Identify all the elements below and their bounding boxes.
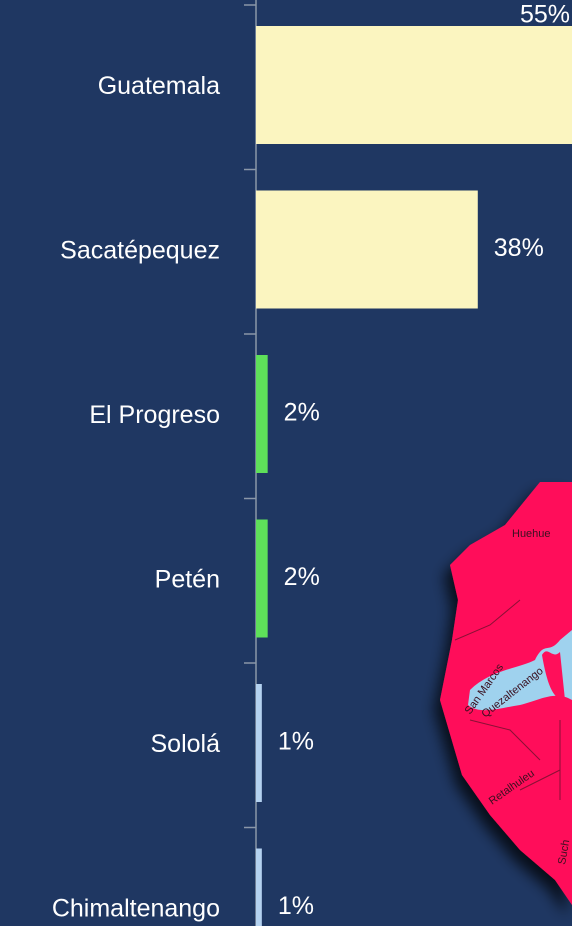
bar — [256, 519, 268, 638]
bar — [256, 190, 478, 309]
value-label: 1% — [278, 892, 314, 920]
category-label: El Progreso — [89, 401, 220, 429]
category-label: Guatemala — [98, 72, 220, 100]
bar — [256, 848, 262, 926]
value-label: 38% — [494, 234, 544, 262]
map-region — [468, 630, 572, 711]
bar — [256, 684, 262, 802]
map-borders — [454, 599, 561, 800]
value-label: 2% — [284, 563, 320, 591]
category-label: Petén — [155, 565, 220, 593]
category-label: Chimaltenango — [52, 894, 220, 922]
value-label: 55% — [520, 1, 570, 29]
map-region-border — [542, 651, 565, 700]
category-label: Sololá — [151, 730, 221, 758]
map: Huehue San Marcos Quezaltenango Retalhul… — [440, 482, 572, 905]
value-label: 2% — [284, 399, 320, 427]
category-label: Sacatépequez — [60, 236, 220, 264]
bar — [256, 26, 572, 144]
map-label: Such — [556, 839, 572, 866]
value-label: 1% — [278, 728, 314, 756]
map-label: Huehue — [512, 528, 551, 540]
bar — [256, 355, 268, 473]
